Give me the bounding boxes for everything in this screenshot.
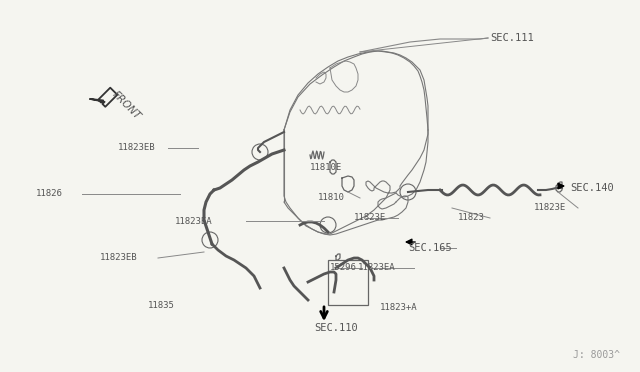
Text: 11823: 11823 <box>458 214 485 222</box>
Text: 11826: 11826 <box>36 189 63 199</box>
Text: 11823E: 11823E <box>354 214 387 222</box>
Text: 11823E: 11823E <box>534 203 566 212</box>
Text: SEC.111: SEC.111 <box>490 33 534 43</box>
Text: 15296: 15296 <box>330 263 357 273</box>
Text: SEC.110: SEC.110 <box>314 323 358 333</box>
Text: 11823EA: 11823EA <box>175 217 212 225</box>
Text: 11810E: 11810E <box>310 164 342 173</box>
Text: FRONT: FRONT <box>110 89 142 121</box>
Text: 11823EA: 11823EA <box>358 263 396 273</box>
Text: SEC.165: SEC.165 <box>408 243 452 253</box>
Text: 11823EB: 11823EB <box>118 144 156 153</box>
Text: 11835: 11835 <box>148 301 175 311</box>
Text: 11810: 11810 <box>318 193 345 202</box>
Text: J: 8003^: J: 8003^ <box>573 350 620 360</box>
Text: 11823EB: 11823EB <box>100 253 138 263</box>
Text: SEC.140: SEC.140 <box>570 183 614 193</box>
Bar <box>328 260 368 305</box>
Text: 11823+A: 11823+A <box>380 304 418 312</box>
